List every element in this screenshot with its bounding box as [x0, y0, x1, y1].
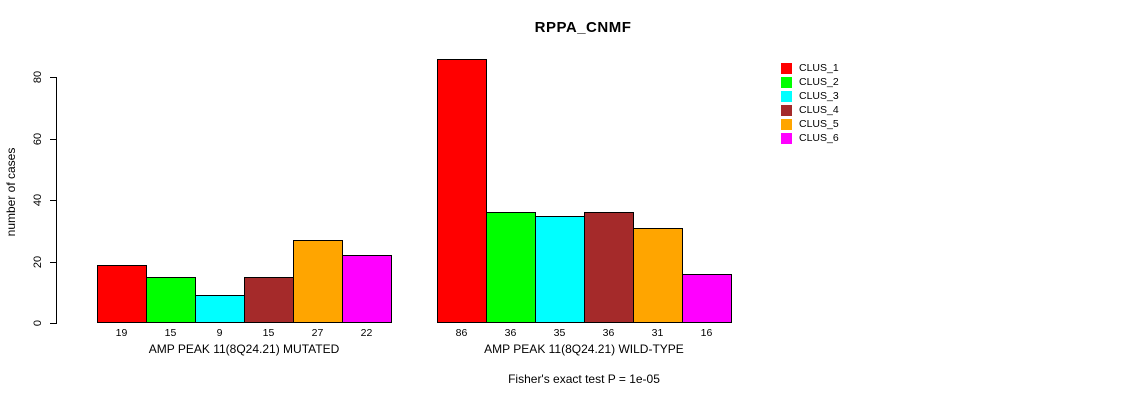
- y-axis-tick-label: 0: [32, 319, 44, 327]
- bar-value-label: 19: [115, 327, 128, 339]
- legend-swatch-clus_3: [781, 91, 792, 102]
- legend-swatch-clus_2: [781, 77, 792, 88]
- bar-value-label: 36: [602, 327, 615, 339]
- bar-value-label: 16: [700, 327, 713, 339]
- y-axis-tick: [50, 262, 57, 263]
- bar-mutated-clus_2: [146, 277, 196, 323]
- y-axis-tick: [50, 77, 57, 78]
- legend: CLUS_1 CLUS_2 CLUS_3 CLUS_4 CLUS_5 CLUS_6: [781, 62, 901, 153]
- legend-item-label: CLUS_6: [799, 132, 839, 144]
- y-axis-tick: [50, 200, 57, 201]
- bar-mutated-clus_1: [97, 265, 147, 323]
- bar-wildtype-clus_6: [682, 274, 732, 323]
- bar-wildtype-clus_5: [633, 228, 683, 323]
- y-axis-tick: [50, 323, 57, 324]
- fisher-test-annotation: Fisher's exact test P = 1e-05: [508, 372, 660, 386]
- y-axis-tick-label: 20: [32, 255, 44, 269]
- legend-item-label: CLUS_5: [799, 118, 839, 130]
- bar-value-label: 36: [504, 327, 517, 339]
- bar-value-label: 9: [216, 327, 223, 339]
- bar-wildtype-clus_4: [584, 212, 634, 323]
- y-axis-tick: [50, 139, 57, 140]
- legend-item-label: CLUS_2: [799, 76, 839, 88]
- legend-item: CLUS_6: [781, 132, 901, 145]
- y-axis-label: number of cases: [4, 147, 18, 237]
- legend-item: CLUS_2: [781, 76, 901, 89]
- bar-mutated-clus_3: [195, 295, 245, 323]
- bar-wildtype-clus_3: [535, 216, 585, 323]
- x-axis-group-label: AMP PEAK 11(8Q24.21) MUTATED: [148, 342, 340, 356]
- bar-value-label: 35: [553, 327, 566, 339]
- x-axis-group-label: AMP PEAK 11(8Q24.21) WILD-TYPE: [484, 342, 684, 356]
- legend-swatch-clus_5: [781, 119, 792, 130]
- y-axis-tick-label: 40: [32, 193, 44, 207]
- bar-wildtype-clus_1: [437, 59, 487, 323]
- bar-value-label: 15: [164, 327, 177, 339]
- y-axis-tick-label: 60: [32, 132, 44, 146]
- bar-value-label: 15: [262, 327, 275, 339]
- y-axis-tick-label: 80: [32, 70, 44, 84]
- legend-swatch-clus_6: [781, 133, 792, 144]
- legend-item: CLUS_4: [781, 104, 901, 117]
- bar-value-label: 22: [360, 327, 373, 339]
- bar-mutated-clus_5: [293, 240, 343, 323]
- bar-wildtype-clus_2: [486, 212, 536, 323]
- legend-swatch-clus_4: [781, 105, 792, 116]
- legend-swatch-clus_1: [781, 63, 792, 74]
- legend-item: CLUS_3: [781, 90, 901, 103]
- bar-value-label: 86: [455, 327, 468, 339]
- bar-mutated-clus_6: [342, 255, 392, 323]
- bar-value-label: 31: [651, 327, 664, 339]
- chart-title: RPPA_CNMF: [534, 19, 632, 36]
- legend-item-label: CLUS_3: [799, 90, 839, 102]
- legend-item-label: CLUS_4: [799, 104, 839, 116]
- bar-mutated-clus_4: [244, 277, 294, 323]
- legend-item-label: CLUS_1: [799, 62, 839, 74]
- legend-item: CLUS_5: [781, 118, 901, 131]
- legend-item: CLUS_1: [781, 62, 901, 75]
- bar-value-label: 27: [311, 327, 324, 339]
